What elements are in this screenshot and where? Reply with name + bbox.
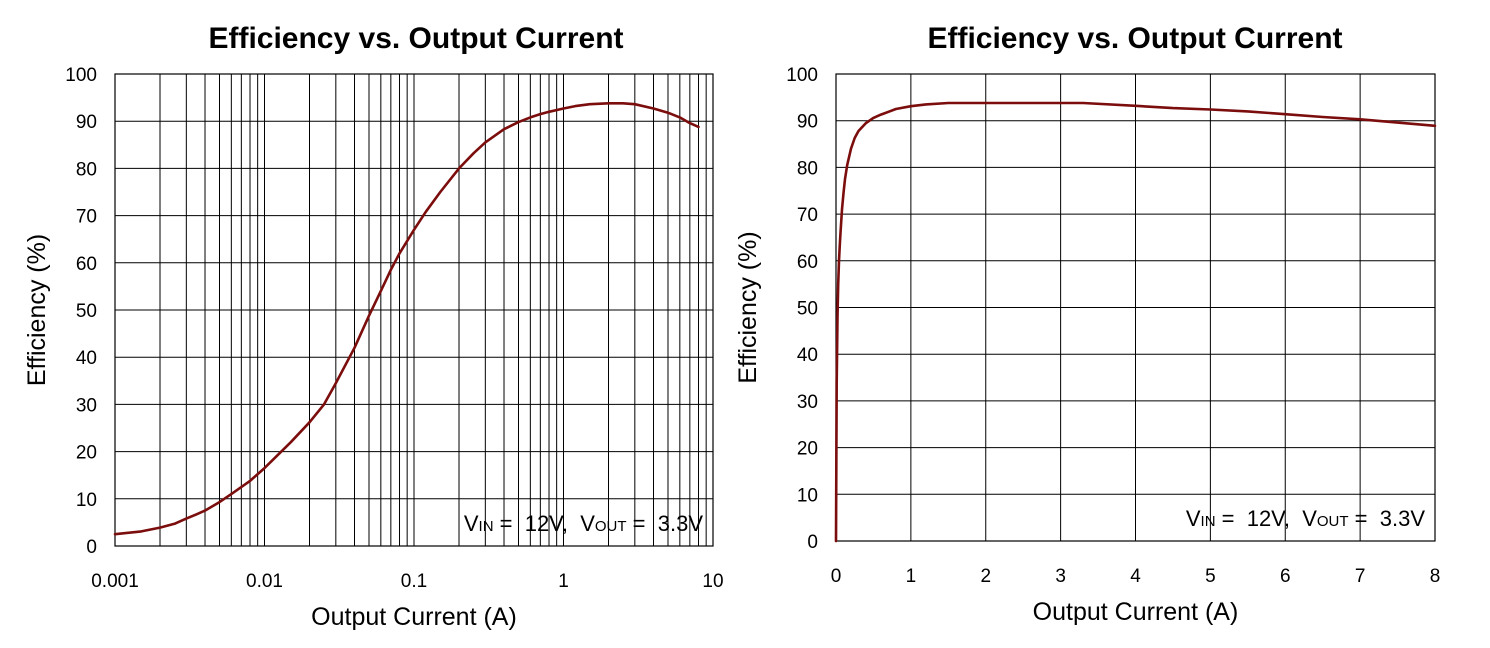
y-tick-label: 40 — [797, 345, 818, 366]
annotation-text: V — [1186, 506, 1201, 531]
efficiency-curve — [113, 102, 700, 536]
annotation-subscript: IN — [1201, 513, 1216, 530]
y-tick-label: 40 — [76, 348, 97, 369]
y-tick-label: 50 — [76, 301, 97, 322]
annotation-text: = 12V, — [1216, 506, 1303, 531]
annotation-subscript: OUT — [1317, 513, 1349, 530]
annotation-text: V — [580, 511, 595, 536]
annotation-subscript: IN — [479, 518, 494, 535]
x-tick-label: 5 — [1205, 566, 1216, 587]
y-tick-label: 50 — [797, 299, 818, 320]
y-tick-label: 100 — [786, 65, 818, 86]
annotation-text: = 12V, — [494, 511, 581, 536]
y-tick-label: 100 — [65, 65, 97, 86]
y-tick-label: 60 — [797, 252, 818, 273]
plot-frame — [835, 73, 1436, 542]
x-axis-label: Output Current (A) — [1033, 598, 1239, 626]
linear-chart: Efficiency vs. Output Current01020304050… — [734, 22, 1440, 626]
y-tick-label: 0 — [86, 537, 97, 558]
log-chart: Efficiency vs. Output Current 0 10 20 30 40 50… — [23, 22, 724, 631]
chart-title: Efficiency vs. Output Current — [208, 22, 623, 55]
plot-frame — [114, 73, 714, 547]
chart-title: Efficiency vs. Output Current — [927, 22, 1342, 55]
condition-annotation: VIN = 12V, VOUT = 3.3V — [464, 511, 703, 536]
y-tick-label: 70 — [76, 207, 97, 228]
annotation-text: V — [1302, 506, 1317, 531]
y-tick-label: 20 — [797, 439, 818, 460]
y-axis-label: Efficiency (%) — [734, 231, 762, 383]
annotation-text: = 3.3V — [627, 511, 704, 536]
x-tick-label: 4 — [1130, 566, 1141, 587]
x-tick-label: 0.01 — [246, 571, 283, 592]
x-tick-label: 7 — [1355, 566, 1366, 587]
y-tick-label: 80 — [797, 158, 818, 179]
annotation-subscript: OUT — [595, 518, 627, 535]
y-tick-label: 30 — [76, 395, 97, 416]
x-tick-label: 0 — [831, 566, 842, 587]
x-tick-label: 1 — [558, 571, 569, 592]
y-tick-label: 80 — [76, 159, 97, 180]
x-tick-label: 10 — [702, 571, 723, 592]
x-tick-label: 0.001 — [91, 571, 139, 592]
x-tick-label: 2 — [980, 566, 991, 587]
x-tick-label: 1 — [906, 566, 917, 587]
y-tick-label: 30 — [797, 392, 818, 413]
condition-annotation: VIN = 12V, VOUT = 3.3V — [1186, 506, 1425, 531]
x-tick-label: 6 — [1280, 566, 1291, 587]
x-tick-label: 0.1 — [401, 571, 427, 592]
y-tick-label: 10 — [797, 485, 818, 506]
y-tick-label: 90 — [797, 112, 818, 133]
y-tick-label: 90 — [76, 112, 97, 133]
x-tick-label: 8 — [1430, 566, 1441, 587]
y-tick-label: 20 — [76, 443, 97, 464]
annotation-text: = 3.3V — [1349, 506, 1426, 531]
x-axis-label: Output Current (A) — [311, 603, 517, 631]
y-tick-label: 70 — [797, 205, 818, 226]
annotation-text: V — [464, 511, 479, 536]
y-tick-label: 0 — [807, 532, 818, 553]
y-tick-label: 10 — [76, 490, 97, 511]
y-tick-label: 60 — [76, 254, 97, 275]
x-tick-label: 3 — [1055, 566, 1066, 587]
y-axis-label: Efficiency (%) — [23, 234, 51, 386]
efficiency-curve — [834, 101, 1437, 543]
